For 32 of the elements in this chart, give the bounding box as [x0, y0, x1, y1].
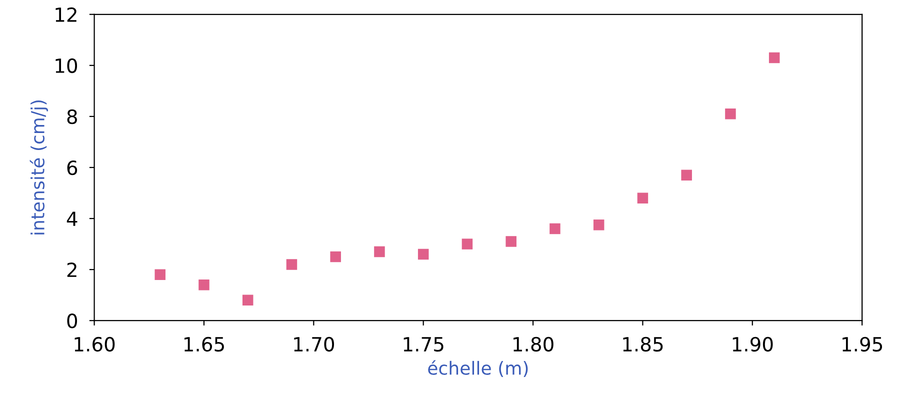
point — [681, 170, 692, 181]
point — [725, 108, 736, 120]
y-tick-label: 8 — [67, 109, 77, 124]
point — [506, 236, 516, 247]
x-tick-label: 1.90 — [732, 336, 773, 352]
point — [198, 279, 210, 290]
x-tick-label: 1.80 — [514, 336, 554, 352]
point — [462, 238, 473, 250]
y-tick-label: 12 — [56, 7, 76, 22]
point — [154, 269, 166, 280]
x-tick-label: 1.60 — [74, 336, 115, 352]
x-tick-label: 1.95 — [842, 336, 882, 352]
x-tick-label: 1.70 — [294, 336, 334, 352]
point — [286, 259, 298, 270]
point — [330, 251, 341, 262]
point — [593, 220, 604, 230]
y-tick-label: 10 — [56, 58, 78, 74]
y-axis-title: intensité (cm/j) — [30, 100, 48, 234]
x-tick-label: 1.65 — [184, 336, 224, 352]
y-tick-label: 2 — [67, 262, 76, 277]
y-tick-label: 0 — [67, 314, 78, 328]
point — [768, 52, 780, 64]
point — [550, 223, 560, 234]
x-tick-label: 1.85 — [623, 336, 663, 352]
point — [242, 294, 254, 306]
x-axis-title: échelle (m) — [428, 360, 528, 378]
x-tick-label: 1.75 — [404, 337, 444, 352]
y-tick-label: 6 — [67, 160, 78, 176]
point — [374, 246, 385, 258]
point — [637, 192, 648, 204]
y-tick-label: 4 — [66, 212, 78, 226]
point — [418, 248, 429, 260]
